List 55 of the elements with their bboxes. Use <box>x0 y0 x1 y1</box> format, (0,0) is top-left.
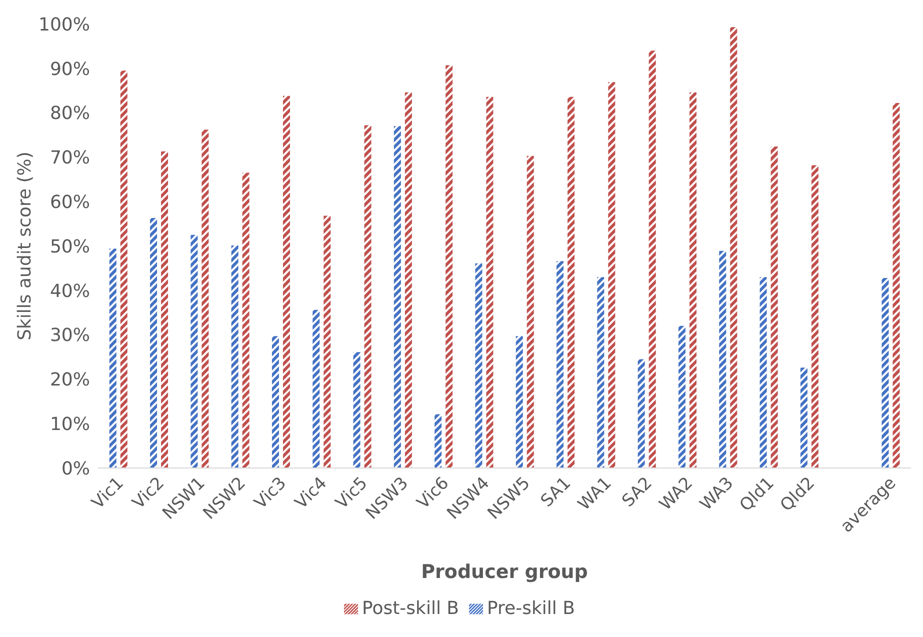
y-axis-title: Skills audit score (%) <box>14 152 36 340</box>
bar <box>730 27 738 468</box>
bar <box>364 125 372 468</box>
legend-label: Pre-skill B <box>487 598 576 619</box>
bar <box>231 246 238 468</box>
bar <box>190 234 198 468</box>
y-tick-label: 50% <box>50 236 90 258</box>
bar <box>109 248 116 468</box>
bar <box>882 278 889 468</box>
bar <box>475 263 482 468</box>
x-tick-label: Vic1 <box>88 473 128 514</box>
bar <box>516 336 523 468</box>
bar <box>608 82 616 468</box>
y-tick-label: 20% <box>50 370 90 391</box>
bar <box>689 92 696 468</box>
y-tick-label: 60% <box>50 192 90 213</box>
bar <box>324 216 331 468</box>
bar <box>678 326 686 468</box>
legend-label: Post-skill B <box>362 598 460 619</box>
bar <box>202 130 209 468</box>
bar <box>161 151 168 468</box>
y-tick-label: 0% <box>61 458 90 480</box>
bar <box>638 359 645 468</box>
bar <box>446 65 453 468</box>
x-tick-label: SA1 <box>537 473 576 512</box>
bar <box>526 156 534 468</box>
bar <box>312 310 320 468</box>
bar <box>811 165 818 468</box>
bar <box>597 277 604 468</box>
bar <box>434 414 442 468</box>
bar <box>719 250 726 468</box>
bar <box>242 172 250 468</box>
bar <box>770 146 778 468</box>
bar <box>648 50 656 468</box>
y-tick-label: 80% <box>50 103 90 124</box>
y-tick-label: 70% <box>50 148 90 169</box>
bar <box>282 96 290 468</box>
y-tick-label: 10% <box>50 414 90 435</box>
bar <box>556 261 564 468</box>
y-tick-label: 90% <box>50 58 90 80</box>
bar <box>394 126 401 468</box>
bar <box>272 336 279 468</box>
bar <box>150 218 158 468</box>
bar <box>353 352 360 468</box>
bar <box>760 277 767 468</box>
bar <box>120 70 128 468</box>
bar <box>800 368 808 468</box>
bar <box>568 96 575 468</box>
bar <box>892 103 900 468</box>
bar <box>486 96 494 468</box>
x-axis-title: Producer group <box>421 561 588 583</box>
bar <box>404 92 412 468</box>
y-tick-label: 30% <box>50 325 90 346</box>
y-tick-label: 100% <box>38 14 90 36</box>
y-tick-label: 40% <box>50 280 90 302</box>
